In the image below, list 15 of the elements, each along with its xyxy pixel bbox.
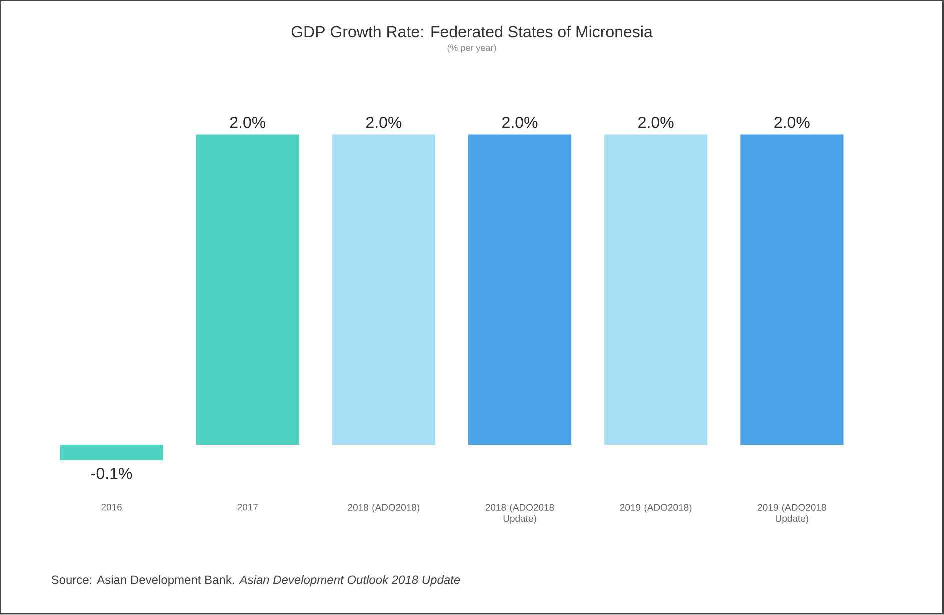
x-tick-label: 2017 (238, 504, 258, 511)
x-tick-label: 2019 (ADO2018 Update) (758, 504, 826, 524)
x-tick-label: 2019 (ADO2018) (620, 504, 692, 513)
data-label: 2.0% (366, 117, 402, 128)
data-label: 2.0% (638, 117, 674, 128)
x-tick-label: 2018 (ADO2018 Update) (486, 504, 554, 524)
chart-title: GDP Growth Rate: Federated States of Micronesia (292, 26, 653, 38)
x-tick-label: 2016 (102, 504, 122, 511)
source-note: Source: Asian Development Bank. Asian Development Outlook 2018 Update (52, 576, 460, 587)
data-label: 2.0% (230, 117, 266, 128)
data-label: 2.0% (774, 117, 810, 128)
chart-subtitle: (% per year) (448, 44, 496, 54)
data-label: 2.0% (502, 117, 538, 128)
data-label: -0.1% (92, 468, 132, 480)
x-tick-label: 2018 (ADO2018) (348, 504, 420, 513)
